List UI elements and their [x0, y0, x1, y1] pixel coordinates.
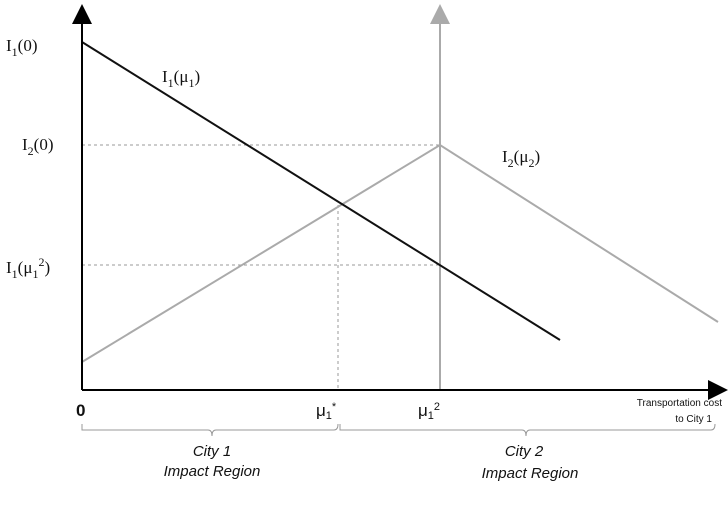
- x-axis-title: Transportation cost: [637, 398, 722, 409]
- label-i1-mu12: I1(μ12): [6, 255, 50, 281]
- t: 2: [38, 255, 44, 269]
- t: I: [162, 67, 168, 86]
- region-subtitle: Impact Region: [164, 463, 261, 480]
- t: 1: [12, 267, 18, 281]
- t: (0): [34, 135, 54, 154]
- t: (μ: [18, 258, 33, 277]
- t: μ: [316, 401, 326, 420]
- t: 1: [428, 410, 434, 422]
- region-subtitle: Impact Region: [482, 465, 579, 482]
- guides: [82, 144, 440, 390]
- t: 1: [168, 76, 174, 90]
- t: 2: [528, 156, 534, 170]
- label-i1-0: I1(0): [6, 36, 38, 59]
- origin-label: 0: [76, 401, 85, 420]
- t: I: [6, 36, 12, 55]
- t: I: [22, 135, 28, 154]
- t: I: [6, 258, 12, 277]
- t: 1: [188, 76, 194, 90]
- t: 2: [28, 144, 34, 158]
- t: (μ: [174, 67, 189, 86]
- region-name: City 1: [193, 443, 231, 460]
- label-i2-curve: I2(μ2): [502, 147, 540, 170]
- label-mu1-2: μ12: [418, 401, 440, 422]
- t: μ: [418, 401, 428, 420]
- brace-city2: [339, 423, 716, 437]
- t: I: [502, 147, 508, 166]
- label-i2-0: I2(0): [22, 135, 54, 158]
- t: ): [534, 147, 540, 166]
- label-mu1-star: μ1*: [316, 401, 337, 422]
- t: ): [44, 258, 50, 277]
- i1-curve: [81, 41, 561, 341]
- t: 1: [326, 410, 332, 422]
- brace-city1: [81, 423, 339, 437]
- t: 2: [508, 156, 514, 170]
- t: 1: [12, 45, 18, 59]
- i2-curve: [81, 143, 719, 363]
- t: *: [332, 401, 337, 413]
- t: 2: [434, 401, 440, 413]
- t: (μ: [514, 147, 529, 166]
- t: (0): [18, 36, 38, 55]
- x-axis-title: to City 1: [675, 414, 712, 425]
- region-name: City 2: [505, 443, 544, 460]
- label-i1-curve: I1(μ1): [162, 67, 200, 90]
- t: 1: [32, 267, 38, 281]
- t: ): [194, 67, 200, 86]
